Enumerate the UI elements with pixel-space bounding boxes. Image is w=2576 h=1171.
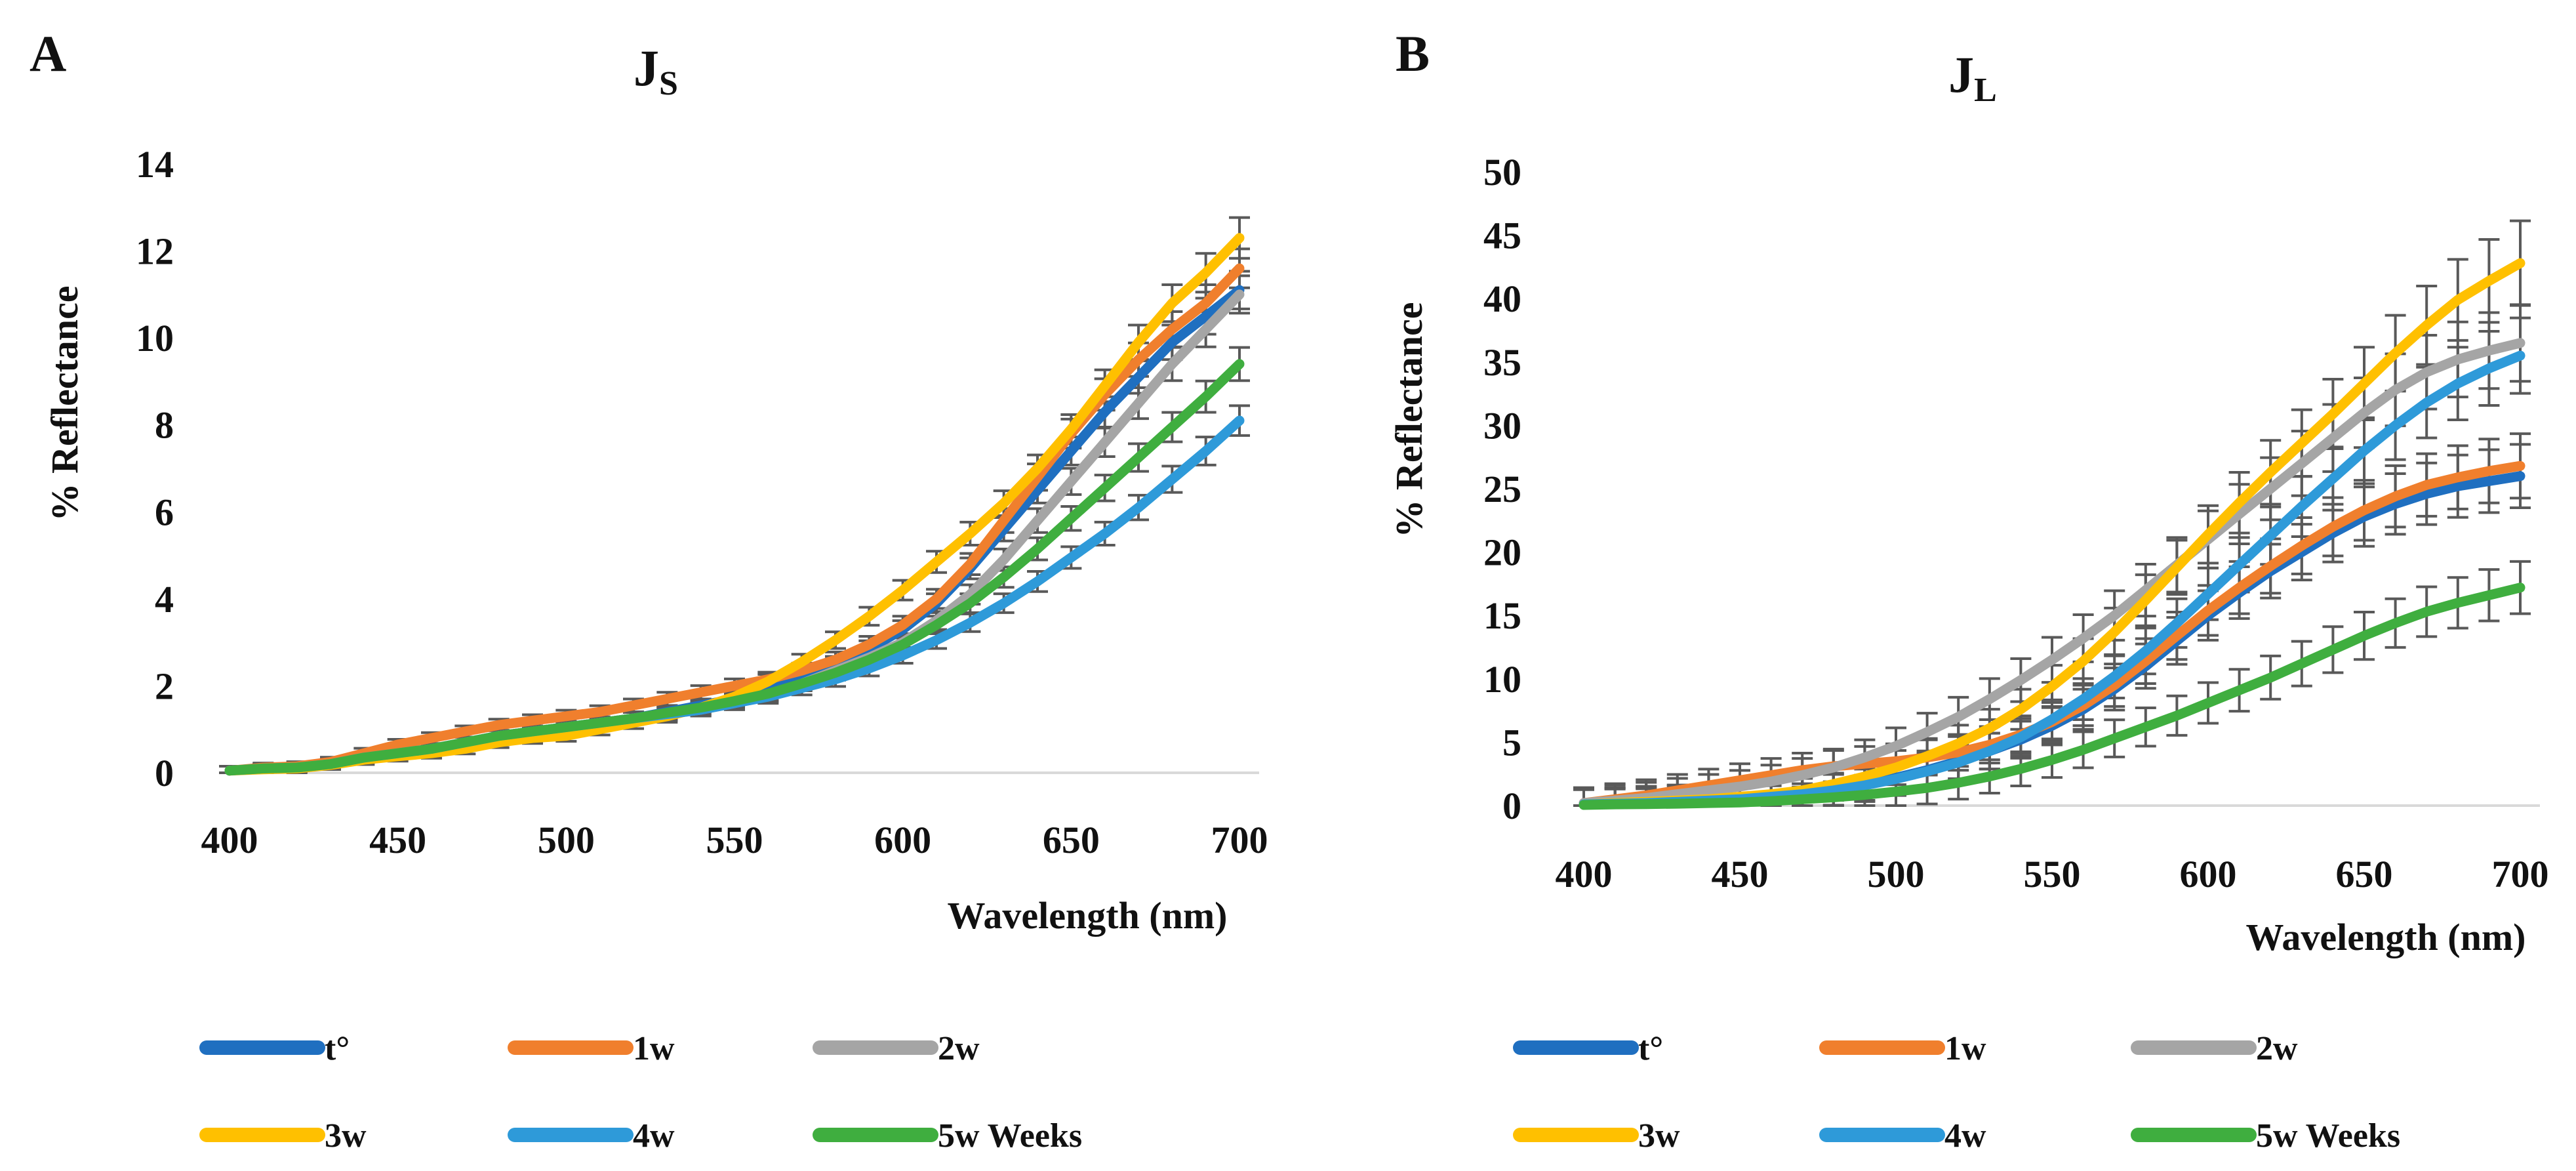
series-line-5 [224,415,1245,776]
x-tick-label: 650 [2336,853,2393,895]
legend-label: 1w [1944,1030,1986,1067]
x-tick-label: 500 [1868,853,1925,895]
legend-label: 5w Weeks [2256,1117,2400,1155]
x-tick-label: 400 [1556,853,1613,895]
legend-label: 4w [633,1117,675,1155]
y-tick-label: 0 [155,752,174,794]
x-tick-label: 450 [369,819,426,861]
x-tick-label: 600 [2180,853,2237,895]
x-tick-label: 700 [1211,819,1268,861]
x-tick-label: 500 [538,819,595,861]
x-tick-label: 600 [874,819,931,861]
series-line-6 [224,359,1245,776]
x-tick-label: 700 [2492,853,2549,895]
legend: t° 1w 2w 3w 4w 5w Weeks [199,1030,1082,1155]
chart-title: JL [1948,46,1997,109]
chart-title: JS [634,39,678,102]
y-tick-label: 45 [1483,215,1521,257]
y-tick-label: 20 [1483,531,1521,574]
y-tick-label: 40 [1483,277,1521,320]
legend-label: 2w [2256,1030,2298,1067]
y-axis-label: % Reflectance [1388,302,1430,537]
chart-panel-b: B JL 400 450 500 550 600 650 700 0 5 10 15 20 25 30 35 40… [1388,25,2549,1155]
y-tick-label: 30 [1483,404,1521,447]
legend-label: t° [325,1030,350,1067]
legend-label: 3w [325,1117,367,1155]
y-tick-label: 10 [136,317,174,360]
x-tick-label: 400 [201,819,258,861]
y-tick-label: 10 [1483,658,1521,701]
y-tick-label: 15 [1483,594,1521,637]
y-tick-label: 6 [155,491,174,533]
y-tick-label: 4 [155,578,174,621]
series-line-3 [1579,338,2526,808]
panel-letter: B [1396,25,1430,82]
x-tick-label: 550 [2024,853,2081,895]
legend-label: 5w Weeks [938,1117,1082,1155]
y-tick-label: 14 [136,143,174,186]
y-axis-label: % Reflectance [43,285,86,521]
y-tick-label: 12 [136,230,174,273]
x-tick-label: 550 [706,819,763,861]
y-tick-label: 2 [155,665,174,707]
legend-label: 3w [1638,1117,1680,1155]
panel-letter: A [30,25,66,82]
y-tick-label: 50 [1483,151,1521,194]
legend: t° 1w 2w 3w 4w 5w Weeks [1513,1030,2400,1155]
legend-label: t° [1638,1030,1663,1067]
legend-label: 2w [938,1030,980,1067]
y-tick-label: 25 [1483,468,1521,510]
legend-label: 4w [1944,1117,1986,1155]
y-tick-label: 5 [1502,721,1521,764]
legend-label: 1w [633,1030,675,1067]
y-tick-label: 0 [1502,785,1521,827]
y-tick-label: 35 [1483,341,1521,384]
x-tick-label: 450 [1712,853,1769,895]
x-axis-label: Wavelength (nm) [2246,916,2526,958]
x-axis-label: Wavelength (nm) [948,894,1228,937]
y-tick-label: 8 [155,404,174,447]
chart-panel-a: A JS 400 450 500 550 600 650 700 0 2 4 6 8 10 12 14 % Ref… [30,25,1268,1155]
series-line-6 [1579,583,2526,810]
x-tick-label: 650 [1043,819,1100,861]
